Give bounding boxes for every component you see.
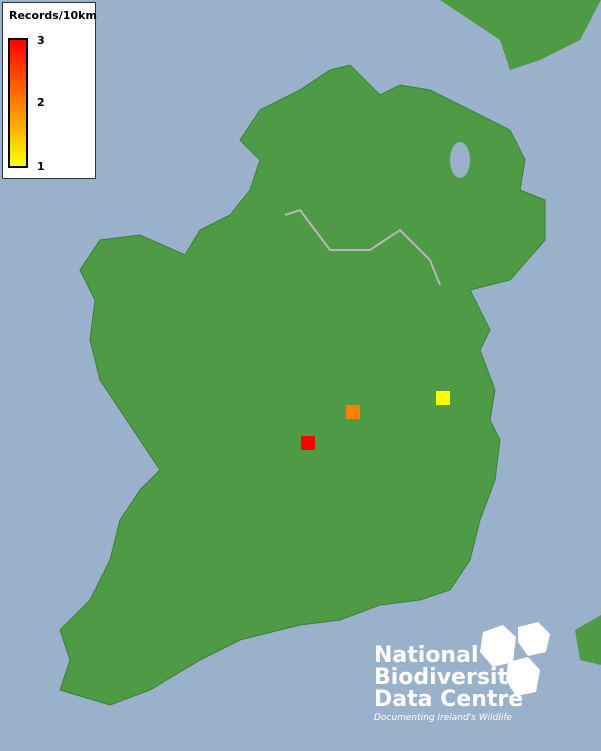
legend-max: 3 [37,34,45,47]
scotland-landmass [440,0,601,70]
lough-neagh [450,142,470,178]
hexagon-logo-icon [480,622,550,696]
legend-min: 1 [37,160,45,173]
record-square[interactable] [301,436,315,450]
legend-mid: 2 [37,96,45,109]
color-scale-bar [8,38,28,168]
legend-title: Records/10km [9,9,97,22]
wales-landmass [575,615,601,665]
logo-line2: Biodiversity [374,665,523,690]
nbdc-logo: National Biodiversity Data Centre Docume… [374,645,523,725]
logo-line1: National [374,643,479,668]
legend: Records/10km 3 2 1 [2,2,97,179]
logo-tagline: Documenting Ireland's Wildlife [374,713,513,723]
ireland-landmass [59,64,546,706]
record-square[interactable] [346,405,360,419]
record-square[interactable] [436,391,450,405]
border-line [284,208,441,286]
logo-line3: Data Centre [374,687,524,712]
